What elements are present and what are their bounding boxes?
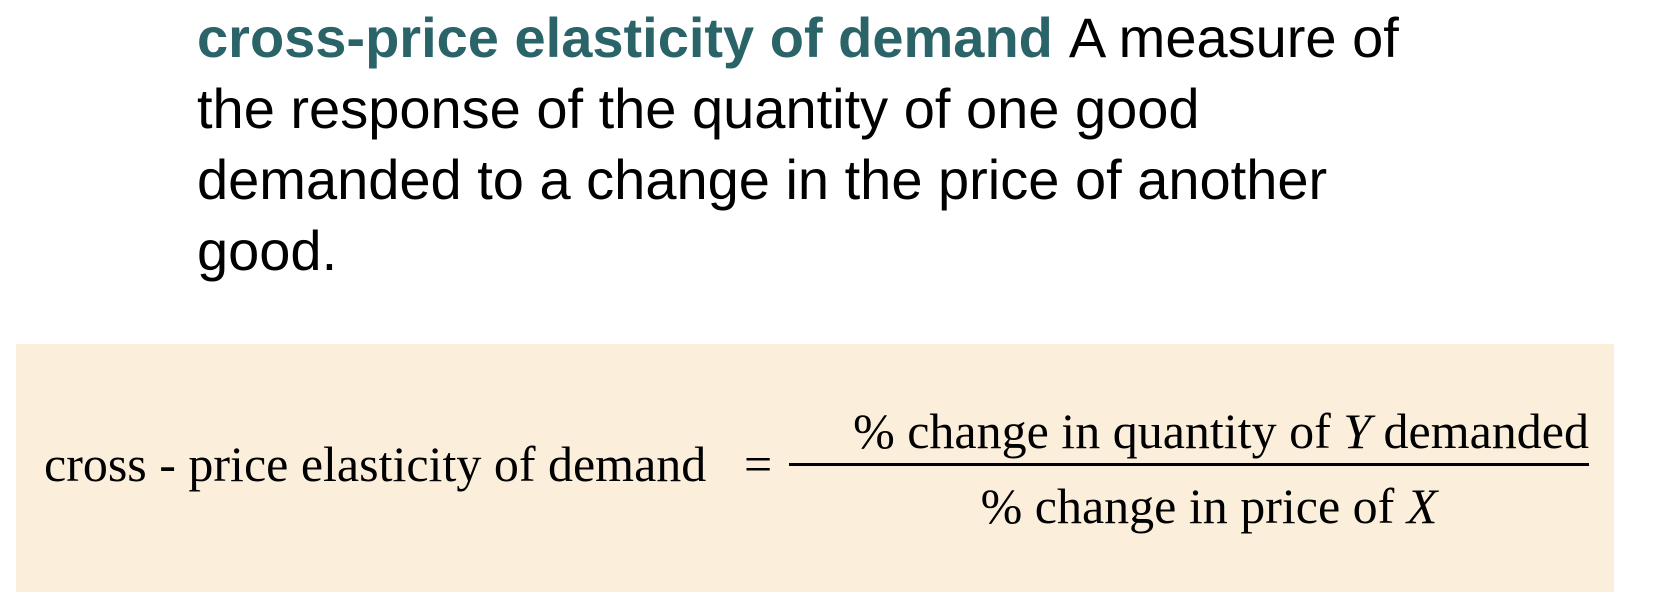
formula-fraction: % change in quantity of Y demanded % cha… xyxy=(789,401,1589,536)
fraction-bar xyxy=(789,463,1589,466)
numerator-variable: Y xyxy=(1343,403,1372,459)
definition-text: A measure of the response of the quantit… xyxy=(197,6,1399,282)
numerator-prefix: % change in quantity of xyxy=(853,403,1344,459)
formula-denominator: % change in price of X xyxy=(789,466,1589,536)
numerator-suffix: demanded xyxy=(1371,403,1589,459)
formula-numerator: % change in quantity of Y demanded xyxy=(789,401,1589,461)
formula-equals-sign: = xyxy=(744,436,773,492)
definition-term: cross-price elasticity of demand xyxy=(197,6,1053,69)
denominator-variable: X xyxy=(1406,478,1438,534)
formula-box: cross - price elasticity of demand = % c… xyxy=(16,344,1614,592)
definition-paragraph: cross-price elasticity of demand A measur… xyxy=(197,2,1477,286)
formula-lhs: cross - price elasticity of demand xyxy=(44,436,707,492)
denominator-prefix: % change in price of xyxy=(980,478,1407,534)
